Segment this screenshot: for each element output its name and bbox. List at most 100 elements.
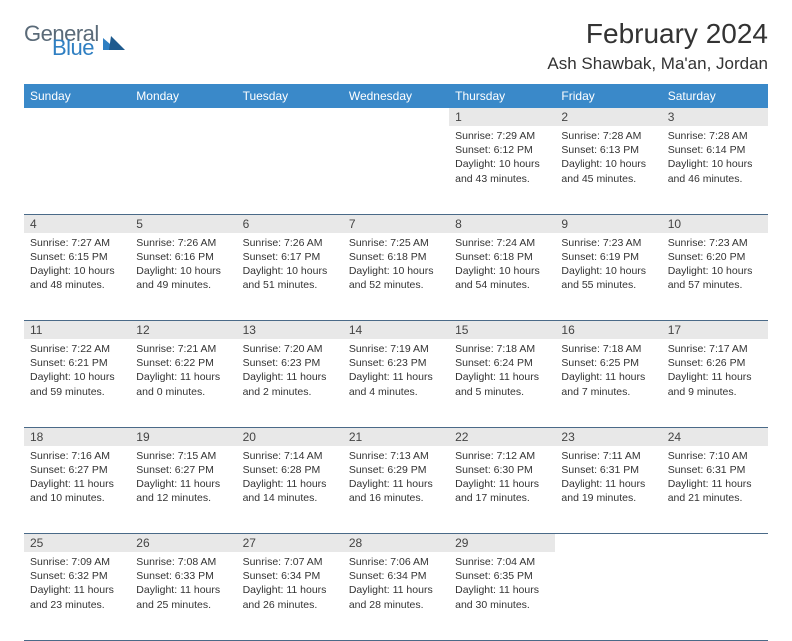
daylight-text: Daylight: 11 hours and 28 minutes.: [349, 583, 443, 611]
sunset-text: Sunset: 6:29 PM: [349, 463, 443, 477]
day-number-cell: 21: [343, 427, 449, 446]
brand-part2: Blue: [52, 38, 99, 58]
location-subtitle: Ash Shawbak, Ma'an, Jordan: [547, 54, 768, 74]
sunrise-text: Sunrise: 7:07 AM: [243, 555, 337, 569]
day-content-cell: [662, 552, 768, 640]
daylight-text: Daylight: 11 hours and 25 minutes.: [136, 583, 230, 611]
sunset-text: Sunset: 6:21 PM: [30, 356, 124, 370]
day-number-cell: 7: [343, 214, 449, 233]
sunset-text: Sunset: 6:15 PM: [30, 250, 124, 264]
day-content-cell: Sunrise: 7:26 AMSunset: 6:16 PMDaylight:…: [130, 233, 236, 321]
sunrise-text: Sunrise: 7:18 AM: [455, 342, 549, 356]
daylight-text: Daylight: 10 hours and 49 minutes.: [136, 264, 230, 292]
day-content-cell: Sunrise: 7:22 AMSunset: 6:21 PMDaylight:…: [24, 339, 130, 427]
day-header-row: SundayMondayTuesdayWednesdayThursdayFrid…: [24, 84, 768, 108]
day-content-cell: Sunrise: 7:16 AMSunset: 6:27 PMDaylight:…: [24, 446, 130, 534]
day-content-cell: Sunrise: 7:12 AMSunset: 6:30 PMDaylight:…: [449, 446, 555, 534]
sunset-text: Sunset: 6:31 PM: [561, 463, 655, 477]
day-number-row: 11121314151617: [24, 321, 768, 340]
daylight-text: Daylight: 10 hours and 46 minutes.: [668, 157, 762, 185]
sunrise-text: Sunrise: 7:23 AM: [668, 236, 762, 250]
sunset-text: Sunset: 6:22 PM: [136, 356, 230, 370]
day-number-cell: 17: [662, 321, 768, 340]
day-content-cell: Sunrise: 7:28 AMSunset: 6:13 PMDaylight:…: [555, 126, 661, 214]
brand-logo: General Blue: [24, 24, 125, 58]
day-content-row: Sunrise: 7:22 AMSunset: 6:21 PMDaylight:…: [24, 339, 768, 427]
day-number-cell: 16: [555, 321, 661, 340]
daylight-text: Daylight: 11 hours and 23 minutes.: [30, 583, 124, 611]
day-content-cell: [130, 126, 236, 214]
sunrise-text: Sunrise: 7:24 AM: [455, 236, 549, 250]
day-header: Saturday: [662, 84, 768, 108]
day-number-cell: 12: [130, 321, 236, 340]
sunrise-text: Sunrise: 7:28 AM: [668, 129, 762, 143]
sunset-text: Sunset: 6:12 PM: [455, 143, 549, 157]
day-content-cell: Sunrise: 7:27 AMSunset: 6:15 PMDaylight:…: [24, 233, 130, 321]
sunrise-text: Sunrise: 7:21 AM: [136, 342, 230, 356]
sunrise-text: Sunrise: 7:29 AM: [455, 129, 549, 143]
sunrise-text: Sunrise: 7:23 AM: [561, 236, 655, 250]
daylight-text: Daylight: 11 hours and 2 minutes.: [243, 370, 337, 398]
sunrise-text: Sunrise: 7:18 AM: [561, 342, 655, 356]
sunset-text: Sunset: 6:23 PM: [349, 356, 443, 370]
day-content-cell: Sunrise: 7:18 AMSunset: 6:25 PMDaylight:…: [555, 339, 661, 427]
sunrise-text: Sunrise: 7:09 AM: [30, 555, 124, 569]
day-content-row: Sunrise: 7:27 AMSunset: 6:15 PMDaylight:…: [24, 233, 768, 321]
sunset-text: Sunset: 6:20 PM: [668, 250, 762, 264]
daylight-text: Daylight: 10 hours and 59 minutes.: [30, 370, 124, 398]
day-number-cell: [237, 108, 343, 126]
day-number-cell: 27: [237, 534, 343, 553]
day-content-cell: Sunrise: 7:08 AMSunset: 6:33 PMDaylight:…: [130, 552, 236, 640]
day-number-cell: 2: [555, 108, 661, 126]
daylight-text: Daylight: 11 hours and 12 minutes.: [136, 477, 230, 505]
day-content-cell: Sunrise: 7:18 AMSunset: 6:24 PMDaylight:…: [449, 339, 555, 427]
sunrise-text: Sunrise: 7:20 AM: [243, 342, 337, 356]
day-number-cell: 4: [24, 214, 130, 233]
day-number-cell: 22: [449, 427, 555, 446]
month-title: February 2024: [547, 18, 768, 50]
sunset-text: Sunset: 6:18 PM: [349, 250, 443, 264]
day-number-row: 45678910: [24, 214, 768, 233]
day-number-cell: [662, 534, 768, 553]
daylight-text: Daylight: 11 hours and 21 minutes.: [668, 477, 762, 505]
sunrise-text: Sunrise: 7:16 AM: [30, 449, 124, 463]
day-number-cell: 9: [555, 214, 661, 233]
calendar-head: SundayMondayTuesdayWednesdayThursdayFrid…: [24, 84, 768, 108]
day-number-cell: 18: [24, 427, 130, 446]
daylight-text: Daylight: 11 hours and 7 minutes.: [561, 370, 655, 398]
day-content-cell: Sunrise: 7:04 AMSunset: 6:35 PMDaylight:…: [449, 552, 555, 640]
sunset-text: Sunset: 6:19 PM: [561, 250, 655, 264]
daylight-text: Daylight: 10 hours and 45 minutes.: [561, 157, 655, 185]
day-number-cell: 26: [130, 534, 236, 553]
day-number-cell: 1: [449, 108, 555, 126]
sunset-text: Sunset: 6:18 PM: [455, 250, 549, 264]
day-content-cell: Sunrise: 7:14 AMSunset: 6:28 PMDaylight:…: [237, 446, 343, 534]
daylight-text: Daylight: 11 hours and 10 minutes.: [30, 477, 124, 505]
daylight-text: Daylight: 10 hours and 51 minutes.: [243, 264, 337, 292]
day-number-cell: 11: [24, 321, 130, 340]
day-header: Tuesday: [237, 84, 343, 108]
sunset-text: Sunset: 6:17 PM: [243, 250, 337, 264]
day-header: Friday: [555, 84, 661, 108]
calendar-body: 123Sunrise: 7:29 AMSunset: 6:12 PMDaylig…: [24, 108, 768, 640]
sunset-text: Sunset: 6:26 PM: [668, 356, 762, 370]
sunrise-text: Sunrise: 7:04 AM: [455, 555, 549, 569]
day-number-cell: 19: [130, 427, 236, 446]
sunset-text: Sunset: 6:31 PM: [668, 463, 762, 477]
daylight-text: Daylight: 10 hours and 57 minutes.: [668, 264, 762, 292]
day-content-cell: Sunrise: 7:29 AMSunset: 6:12 PMDaylight:…: [449, 126, 555, 214]
sunset-text: Sunset: 6:33 PM: [136, 569, 230, 583]
day-number-cell: 15: [449, 321, 555, 340]
sunset-text: Sunset: 6:23 PM: [243, 356, 337, 370]
day-content-cell: Sunrise: 7:11 AMSunset: 6:31 PMDaylight:…: [555, 446, 661, 534]
day-content-cell: Sunrise: 7:09 AMSunset: 6:32 PMDaylight:…: [24, 552, 130, 640]
day-content-row: Sunrise: 7:16 AMSunset: 6:27 PMDaylight:…: [24, 446, 768, 534]
sunset-text: Sunset: 6:24 PM: [455, 356, 549, 370]
day-number-cell: 24: [662, 427, 768, 446]
day-content-cell: [343, 126, 449, 214]
sunset-text: Sunset: 6:34 PM: [243, 569, 337, 583]
day-header: Monday: [130, 84, 236, 108]
day-content-row: Sunrise: 7:29 AMSunset: 6:12 PM Daylight:…: [24, 126, 768, 214]
daylight-text: Daylight: 11 hours and 9 minutes.: [668, 370, 762, 398]
sunrise-text: Sunrise: 7:28 AM: [561, 129, 655, 143]
